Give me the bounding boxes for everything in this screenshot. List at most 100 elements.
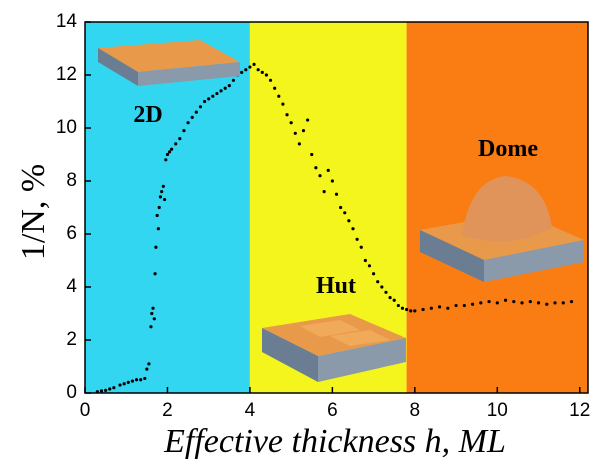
region-label: 2D [133,102,162,128]
point [388,296,391,299]
point [537,301,540,304]
point [164,158,167,161]
point [520,301,523,304]
x-tick-label: 4 [245,400,256,421]
point [252,63,255,66]
point [174,142,177,145]
point [131,379,134,382]
point [157,227,160,230]
point [446,307,449,310]
point [380,285,383,288]
point [356,238,359,241]
point [285,113,288,116]
point [397,304,400,307]
x-tick-label: 2 [162,400,173,421]
point [347,219,350,222]
point [191,116,194,119]
y-tick-label: 4 [66,276,77,297]
point [364,259,367,262]
point [178,137,181,140]
point [331,179,334,182]
point [327,169,330,172]
point [96,390,99,393]
point [496,301,499,304]
point [265,73,268,76]
point [211,95,214,98]
point [219,89,222,92]
y-tick-label: 0 [66,382,77,403]
point [487,300,490,303]
point [261,71,264,74]
point [269,79,272,82]
point [384,291,387,294]
point [360,246,363,249]
region-label: Hut [316,273,356,299]
point [244,68,247,71]
point [343,211,346,214]
point [504,299,507,302]
point [314,166,317,169]
point [162,185,165,188]
point [118,383,121,386]
point [372,272,375,275]
point [512,300,515,303]
point [153,272,156,275]
point [186,121,189,124]
point [149,325,152,328]
point [147,362,150,365]
point [479,301,482,304]
region-label: Dome [478,136,538,162]
point [240,71,243,74]
x-axis-label: Effective thickness h, ML [163,423,506,460]
point [401,307,404,310]
point [123,382,126,385]
y-tick-label: 2 [66,329,77,350]
point [454,304,457,307]
point [351,227,354,230]
y-tick-label: 12 [56,64,77,85]
point [471,303,474,306]
point [195,111,198,114]
point [281,103,284,106]
point [570,300,573,303]
point [159,195,162,198]
point [248,65,251,68]
point [368,264,371,267]
point [182,129,185,132]
point [294,132,297,135]
point [430,307,433,310]
y-tick-label: 6 [66,223,77,244]
point [166,153,169,156]
point [104,389,107,392]
point [170,148,173,151]
point [277,95,280,98]
point [153,317,156,320]
point [151,307,154,310]
point [306,118,309,121]
x-tick-label: 8 [410,400,421,421]
x-tick-label: 0 [80,400,91,421]
point [409,309,412,312]
point [150,312,153,315]
point [139,378,142,381]
point [145,368,148,371]
point [339,206,342,209]
point [335,193,338,196]
point [562,301,565,304]
point [273,87,276,90]
point [290,121,293,124]
y-tick-label: 10 [56,117,77,138]
point [168,150,171,153]
point [199,105,202,108]
point [100,389,103,392]
x-tick-label: 10 [487,400,508,421]
x-tick-label: 6 [327,400,338,421]
point [203,100,206,103]
y-tick-label: 8 [66,170,77,191]
chart: 02468101202468101214 Effective thickness… [0,0,602,473]
point [154,246,157,249]
point [310,153,313,156]
y-tick-label: 14 [56,11,78,32]
point [413,309,416,312]
point [207,97,210,100]
